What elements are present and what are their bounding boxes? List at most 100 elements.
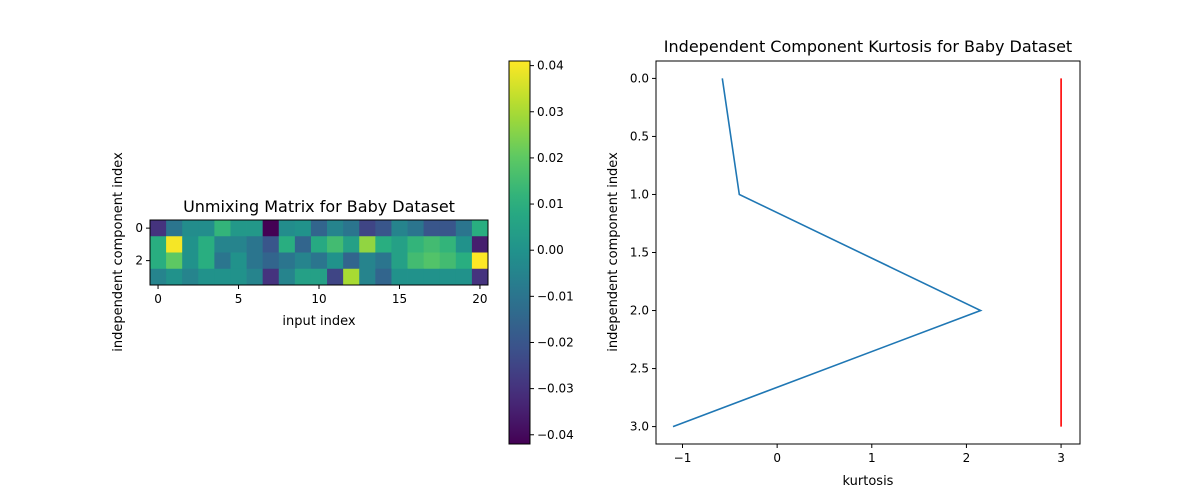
heatmap-x-tick-label: 0 bbox=[154, 292, 162, 306]
heatmap-cell bbox=[278, 252, 296, 270]
heatmap-cell bbox=[391, 252, 408, 270]
heatmap-cell bbox=[262, 220, 280, 237]
kurtosis-y-tick-label: 3.0 bbox=[630, 420, 649, 434]
colorbar-tick-label: −0.01 bbox=[537, 289, 574, 303]
colorbar-gradient bbox=[508, 60, 531, 445]
kurtosis-y-tick-label: 2.0 bbox=[630, 304, 649, 318]
heatmap-cell bbox=[359, 220, 376, 237]
kurtosis-title: Independent Component Kurtosis for Baby … bbox=[664, 37, 1072, 56]
heatmap-cell bbox=[230, 220, 247, 237]
heatmap-cell bbox=[182, 268, 199, 286]
kurtosis-series bbox=[672, 78, 1062, 428]
heatmap-cell bbox=[294, 268, 312, 286]
kurtosis-frame bbox=[655, 60, 1081, 445]
heatmap-cell bbox=[214, 220, 231, 237]
heatmap-cell bbox=[278, 268, 296, 286]
heatmap-cell bbox=[471, 268, 489, 286]
heatmap-cell bbox=[310, 220, 328, 237]
kurtosis-x-tick-label: 2 bbox=[963, 451, 971, 465]
heatmap-y-ticks: 02 bbox=[135, 221, 150, 268]
heatmap-cells bbox=[150, 220, 489, 286]
colorbar-tick-label: −0.04 bbox=[537, 428, 574, 442]
kurtosis-x-tick-label: 1 bbox=[868, 451, 876, 465]
colorbar: 0.04 0.03 0.02 0.01 0.00 −0.01 −0.02 −0.03 −0.04 bbox=[508, 59, 574, 445]
heatmap-cell bbox=[310, 268, 328, 286]
heatmap-cell bbox=[375, 236, 392, 253]
kurtosis-y-tick-label: 1.0 bbox=[630, 187, 649, 201]
heatmap-cell bbox=[214, 236, 231, 253]
kurtosis-x-tick-label: −1 bbox=[674, 451, 692, 465]
heatmap-cell bbox=[327, 236, 344, 253]
heatmap-cell bbox=[343, 252, 360, 270]
colorbar-ticks: 0.04 0.03 0.02 0.01 0.00 −0.01 −0.02 −0.03 −0.04 bbox=[530, 59, 574, 442]
kurtosis-y-ticks: 0.0 0.5 1.0 1.5 2.0 2.5 3.0 bbox=[630, 71, 656, 434]
heatmap-cell bbox=[246, 236, 264, 253]
heatmap-cell bbox=[407, 236, 425, 253]
heatmap-cell bbox=[230, 252, 247, 270]
heatmap-cell bbox=[327, 220, 344, 237]
kurtosis-line bbox=[672, 78, 983, 428]
heatmap-cell bbox=[198, 268, 215, 286]
heatmap-cell bbox=[423, 236, 441, 253]
heatmap-cell bbox=[150, 268, 167, 286]
colorbar-tick-label: 0.02 bbox=[537, 151, 564, 165]
heatmap-cell bbox=[150, 252, 167, 270]
heatmap-cell bbox=[166, 220, 183, 237]
heatmap-cell bbox=[391, 220, 408, 237]
heatmap-cell bbox=[359, 268, 376, 286]
heatmap-cell bbox=[343, 220, 360, 237]
heatmap-cell bbox=[150, 220, 167, 237]
heatmap-cell bbox=[327, 252, 344, 270]
heatmap-cell bbox=[423, 252, 441, 270]
colorbar-tick-label: 0.03 bbox=[537, 105, 564, 119]
heatmap-cell bbox=[407, 220, 425, 237]
heatmap-x-ticks: 0 5 10 15 20 bbox=[154, 285, 488, 306]
colorbar-tick-label: −0.02 bbox=[537, 335, 574, 349]
kurtosis-y-tick-label: 2.5 bbox=[630, 362, 649, 376]
colorbar-tick-label: −0.03 bbox=[537, 382, 574, 396]
heatmap-cell bbox=[471, 220, 489, 237]
heatmap-cell bbox=[343, 268, 360, 286]
colorbar-tick-label: 0.01 bbox=[537, 197, 564, 211]
heatmap-cell bbox=[182, 252, 199, 270]
heatmap-cell bbox=[294, 220, 312, 237]
heatmap-cell bbox=[310, 236, 328, 253]
heatmap-x-axis-label: input index bbox=[282, 314, 355, 329]
heatmap-cell bbox=[327, 268, 344, 286]
heatmap-cell bbox=[423, 268, 441, 286]
heatmap-cell bbox=[182, 220, 199, 237]
heatmap-cell bbox=[439, 252, 457, 270]
heatmap-cell bbox=[182, 236, 199, 253]
heatmap-cell bbox=[246, 252, 264, 270]
kurtosis-x-tick-label: 0 bbox=[773, 451, 781, 465]
heatmap-cell bbox=[230, 236, 247, 253]
kurtosis-y-axis-label: independent component index bbox=[606, 152, 621, 352]
heatmap-x-tick-label: 10 bbox=[311, 292, 326, 306]
heatmap-cell bbox=[391, 236, 408, 253]
heatmap-cell bbox=[150, 236, 167, 253]
heatmap-cell bbox=[359, 252, 376, 270]
heatmap-cell bbox=[310, 252, 328, 270]
heatmap-cell bbox=[214, 252, 231, 270]
heatmap-cell bbox=[294, 252, 312, 270]
kurtosis-panel: Independent Component Kurtosis for Baby … bbox=[606, 37, 1081, 489]
heatmap-cell bbox=[455, 236, 473, 253]
heatmap-cell bbox=[375, 268, 392, 286]
heatmap-y-tick-label: 2 bbox=[135, 254, 143, 268]
heatmap-cell bbox=[375, 220, 392, 237]
heatmap-cell bbox=[166, 268, 183, 286]
heatmap-panel: Unmixing Matrix for Baby Dataset 0 5 10 15 2… bbox=[111, 152, 489, 352]
heatmap-cell bbox=[455, 268, 473, 286]
heatmap-cell bbox=[294, 236, 312, 253]
heatmap-cell bbox=[198, 252, 215, 270]
kurtosis-y-tick-label: 0.5 bbox=[630, 129, 649, 143]
heatmap-cell bbox=[230, 268, 247, 286]
heatmap-y-tick-label: 0 bbox=[135, 221, 143, 235]
colorbar-tick-label: 0.04 bbox=[537, 59, 564, 73]
heatmap-cell bbox=[166, 252, 183, 270]
heatmap-x-tick-label: 5 bbox=[235, 292, 243, 306]
heatmap-cell bbox=[439, 268, 457, 286]
heatmap-cell bbox=[471, 252, 489, 270]
heatmap-cell bbox=[246, 268, 264, 286]
